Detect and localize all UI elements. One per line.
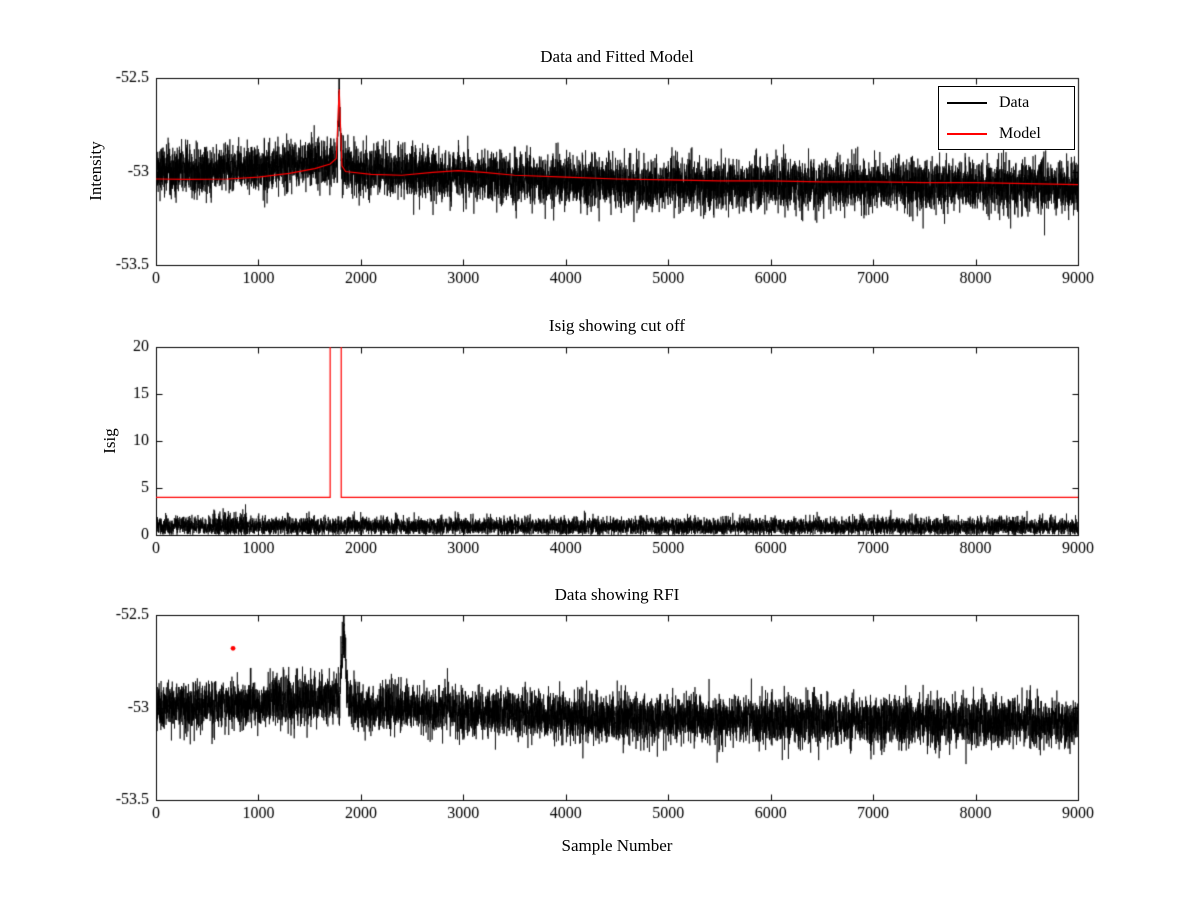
legend-line-swatch xyxy=(947,132,987,135)
chart-title-data-and-fitted-model: Data and Fitted Model xyxy=(540,47,694,66)
y-axis-label-intensity: Intensity xyxy=(86,141,105,201)
legend-line-swatch xyxy=(947,101,987,104)
chart-title-data-showing-rfi: Data showing RFI xyxy=(554,585,680,604)
y-axis-label-isig: Isig xyxy=(100,428,119,454)
chart-title-isig-cut-off: Isig showing cut off xyxy=(548,316,686,335)
legend-label: Model xyxy=(999,124,1041,142)
legend-entry: Data xyxy=(939,94,1074,112)
x-axis-label-sample-number: Sample Number xyxy=(561,836,673,855)
legend-label: Data xyxy=(999,93,1030,111)
legend-entry: Model xyxy=(939,125,1074,143)
legend-box: Data Model xyxy=(938,86,1075,150)
